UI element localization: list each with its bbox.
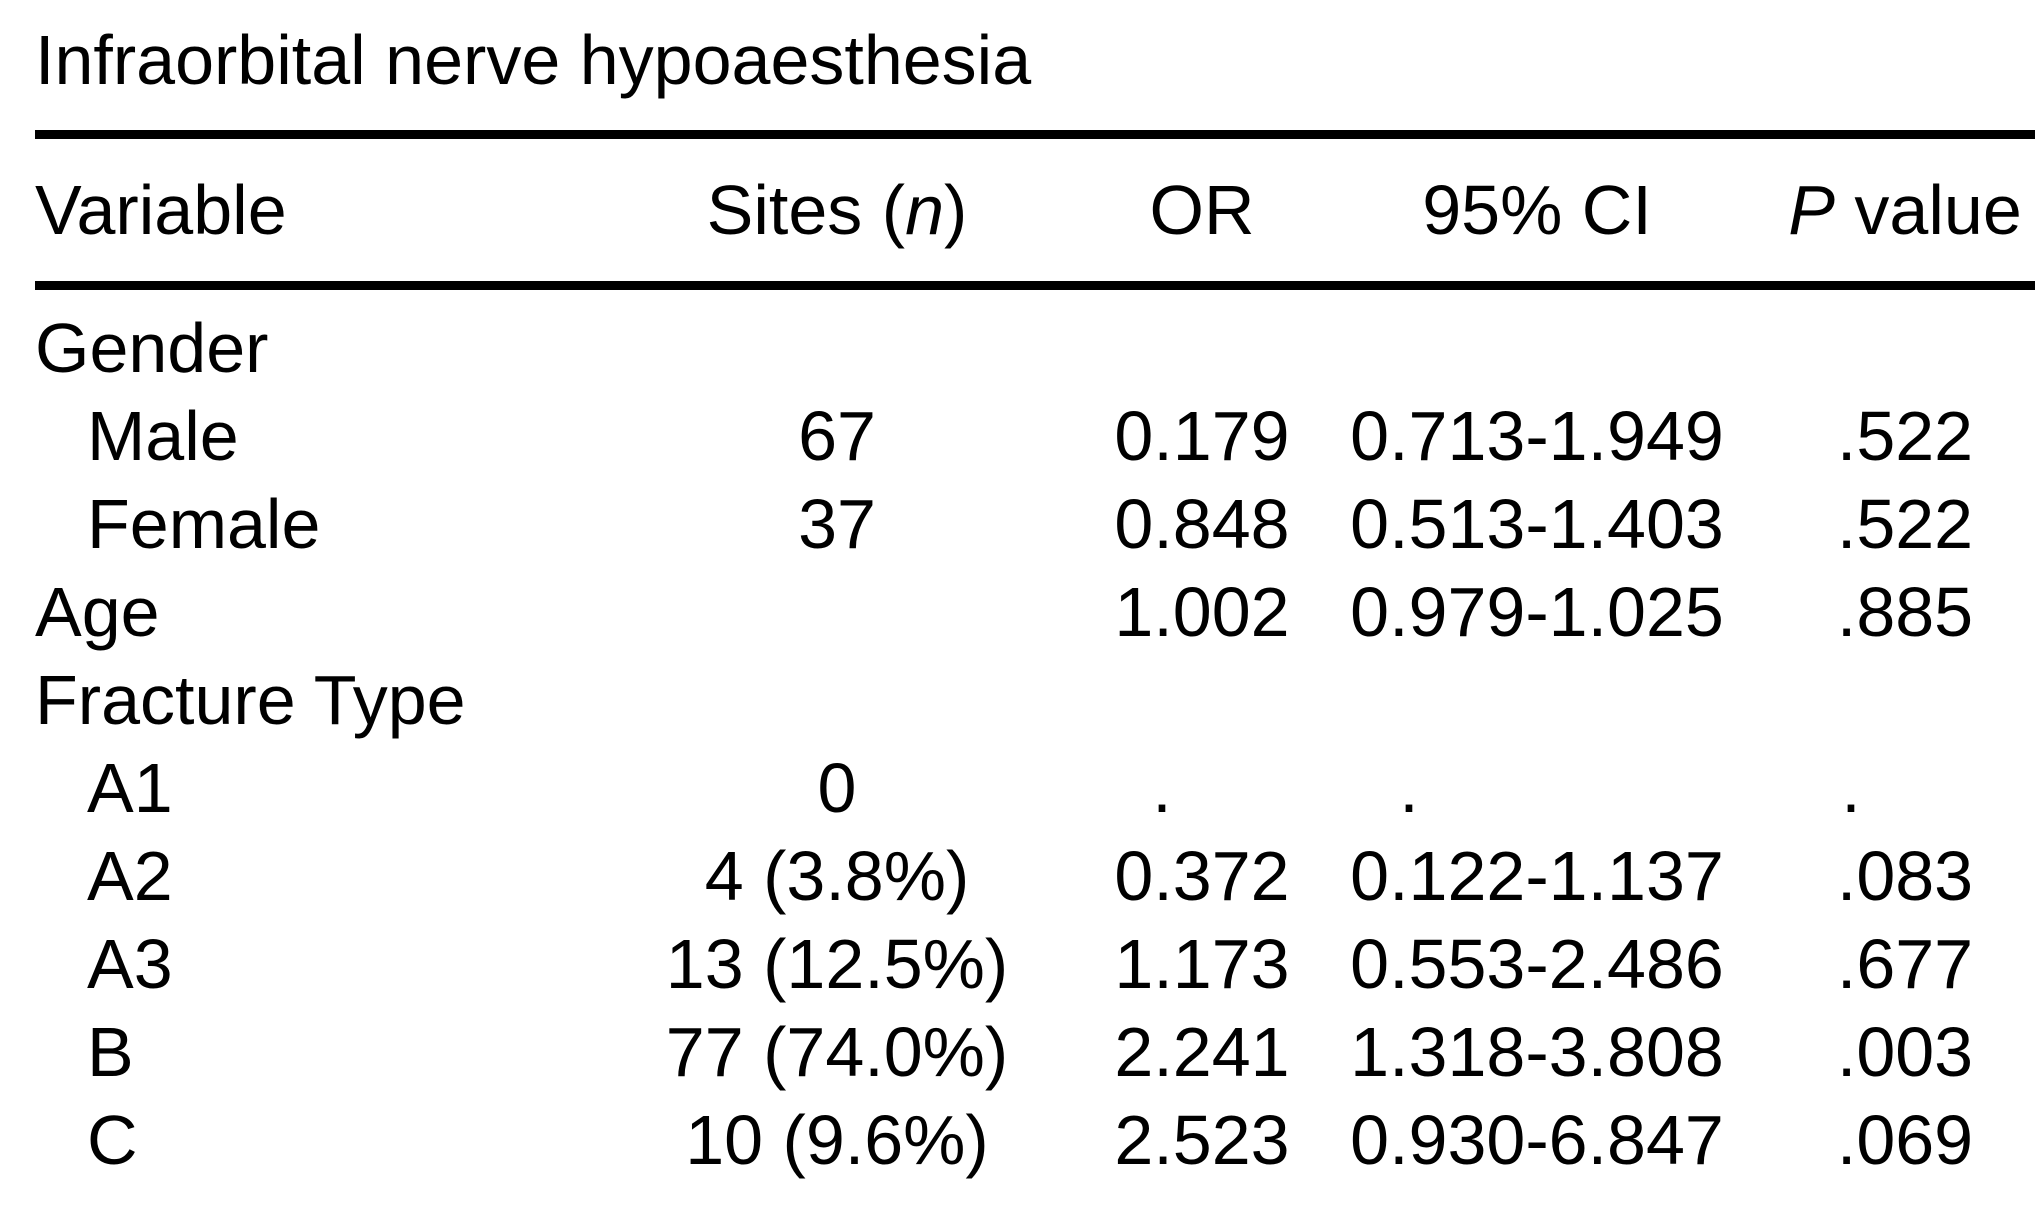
table-row-a2: A2 4 (3.8%) 0.372 0.122-1.137 .083 <box>35 832 2035 920</box>
header-row: Variable Sites (n) OR 95% CI P value <box>35 139 2035 290</box>
table-row-gender: Gender <box>35 286 2035 393</box>
table-row-c: C 10 (9.6%) 2.523 0.930-6.847 .069 <box>35 1096 2035 1184</box>
cell-sites <box>569 286 1105 393</box>
column-header-pvalue: P value <box>1775 139 2035 290</box>
table-header: Variable Sites (n) OR 95% CI P value <box>35 139 2035 290</box>
cell-variable: A3 <box>87 925 173 1003</box>
column-header-sites-suffix: ) <box>944 171 968 249</box>
cell-ci: 0.122-1.137 <box>1350 837 1724 915</box>
cell-ci: 1.318-3.808 <box>1350 1013 1724 1091</box>
cell-or: 0.179 <box>1114 397 1290 475</box>
cell-variable: A1 <box>87 749 173 827</box>
cell-sites: 4 (3.8%) <box>704 837 970 915</box>
cell-pvalue: .003 <box>1836 1013 1974 1091</box>
cell-variable: C <box>87 1101 138 1179</box>
cell-pvalue: .885 <box>1836 573 1974 651</box>
cell-or: 1.002 <box>1114 573 1290 651</box>
cell-sites: 10 (9.6%) <box>685 1101 989 1179</box>
column-header-sites: Sites (n) <box>569 139 1105 290</box>
missing-value-dot: . <box>1841 749 1861 827</box>
cell-ci: 0.513-1.403 <box>1350 485 1724 563</box>
column-header-variable-label: Variable <box>35 171 287 249</box>
cell-pvalue: .522 <box>1836 485 1974 563</box>
cell-pvalue <box>1775 656 2035 744</box>
column-header-or: OR <box>1105 139 1299 290</box>
cell-ci <box>1299 656 1775 744</box>
column-header-ci: 95% CI <box>1299 139 1775 290</box>
cell-variable: Age <box>35 573 160 651</box>
cell-pvalue: .522 <box>1836 397 1974 475</box>
cell-variable: Fracture Type <box>35 661 466 739</box>
column-header-sites-prefix: Sites ( <box>706 171 906 249</box>
column-header-p-italic: P <box>1788 171 1835 249</box>
cell-pvalue: .083 <box>1836 837 1974 915</box>
cell-pvalue: . <box>1775 744 2035 832</box>
cell-variable: Male <box>87 397 239 475</box>
table-title: Infraorbital nerve hypoaesthesia <box>35 21 1032 99</box>
column-header-sites-n: n <box>905 171 944 249</box>
cell-ci: 0.979-1.025 <box>1350 573 1724 651</box>
cell-variable: Gender <box>35 309 269 387</box>
cell-or: 0.372 <box>1114 837 1290 915</box>
cell-sites <box>569 656 1105 744</box>
cell-sites: 67 <box>798 397 876 475</box>
cell-ci: 0.553-2.486 <box>1350 925 1724 1003</box>
missing-value-dot: . <box>1399 749 1419 827</box>
cell-sites <box>569 568 1105 656</box>
cell-or <box>1105 656 1299 744</box>
table-row-fracture-type: Fracture Type <box>35 656 2035 744</box>
cell-sites: 13 (12.5%) <box>665 925 1009 1003</box>
table-row-female: Female 37 0.848 0.513-1.403 .522 <box>35 480 2035 568</box>
cell-variable: A2 <box>87 837 173 915</box>
cell-pvalue: .069 <box>1836 1101 1974 1179</box>
table-row-a3: A3 13 (12.5%) 1.173 0.553-2.486 .677 <box>35 920 2035 1008</box>
cell-variable: B <box>87 1013 134 1091</box>
column-header-ci-label: 95% CI <box>1422 171 1652 249</box>
column-header-p-rest: value <box>1834 171 2022 249</box>
cell-sites: 77 (74.0%) <box>665 1013 1009 1091</box>
cell-pvalue: .677 <box>1836 925 1974 1003</box>
cell-or: 2.523 <box>1114 1101 1290 1179</box>
cell-or <box>1105 286 1299 393</box>
cell-or: . <box>1105 744 1299 832</box>
table-body: Gender Male 67 0.179 0.713-1.949 .522 Fe… <box>35 286 2035 1185</box>
cell-or: 0.848 <box>1114 485 1290 563</box>
cell-ci <box>1299 286 1775 393</box>
table-row-male: Male 67 0.179 0.713-1.949 .522 <box>35 392 2035 480</box>
cell-or: 2.241 <box>1114 1013 1290 1091</box>
table-row-age: Age 1.002 0.979-1.025 .885 <box>35 568 2035 656</box>
missing-value-dot: . <box>1152 749 1172 827</box>
header-rule-top <box>35 130 2035 139</box>
cell-or: 1.173 <box>1114 925 1290 1003</box>
column-header-variable: Variable <box>35 139 569 290</box>
table-row-b: B 77 (74.0%) 2.241 1.318-3.808 .003 <box>35 1008 2035 1096</box>
statistics-table: Variable Sites (n) OR 95% CI P value Gen… <box>35 139 2035 1184</box>
table-row-a1: A1 0 . . . <box>35 744 2035 832</box>
cell-ci: 0.930-6.847 <box>1350 1101 1724 1179</box>
column-header-or-label: OR <box>1149 171 1255 249</box>
cell-variable: Female <box>87 485 321 563</box>
cell-sites: 0 <box>817 749 857 827</box>
cell-sites: 37 <box>798 485 876 563</box>
cell-pvalue <box>1775 286 2035 393</box>
cell-ci: . <box>1299 744 1775 832</box>
cell-ci: 0.713-1.949 <box>1350 397 1724 475</box>
